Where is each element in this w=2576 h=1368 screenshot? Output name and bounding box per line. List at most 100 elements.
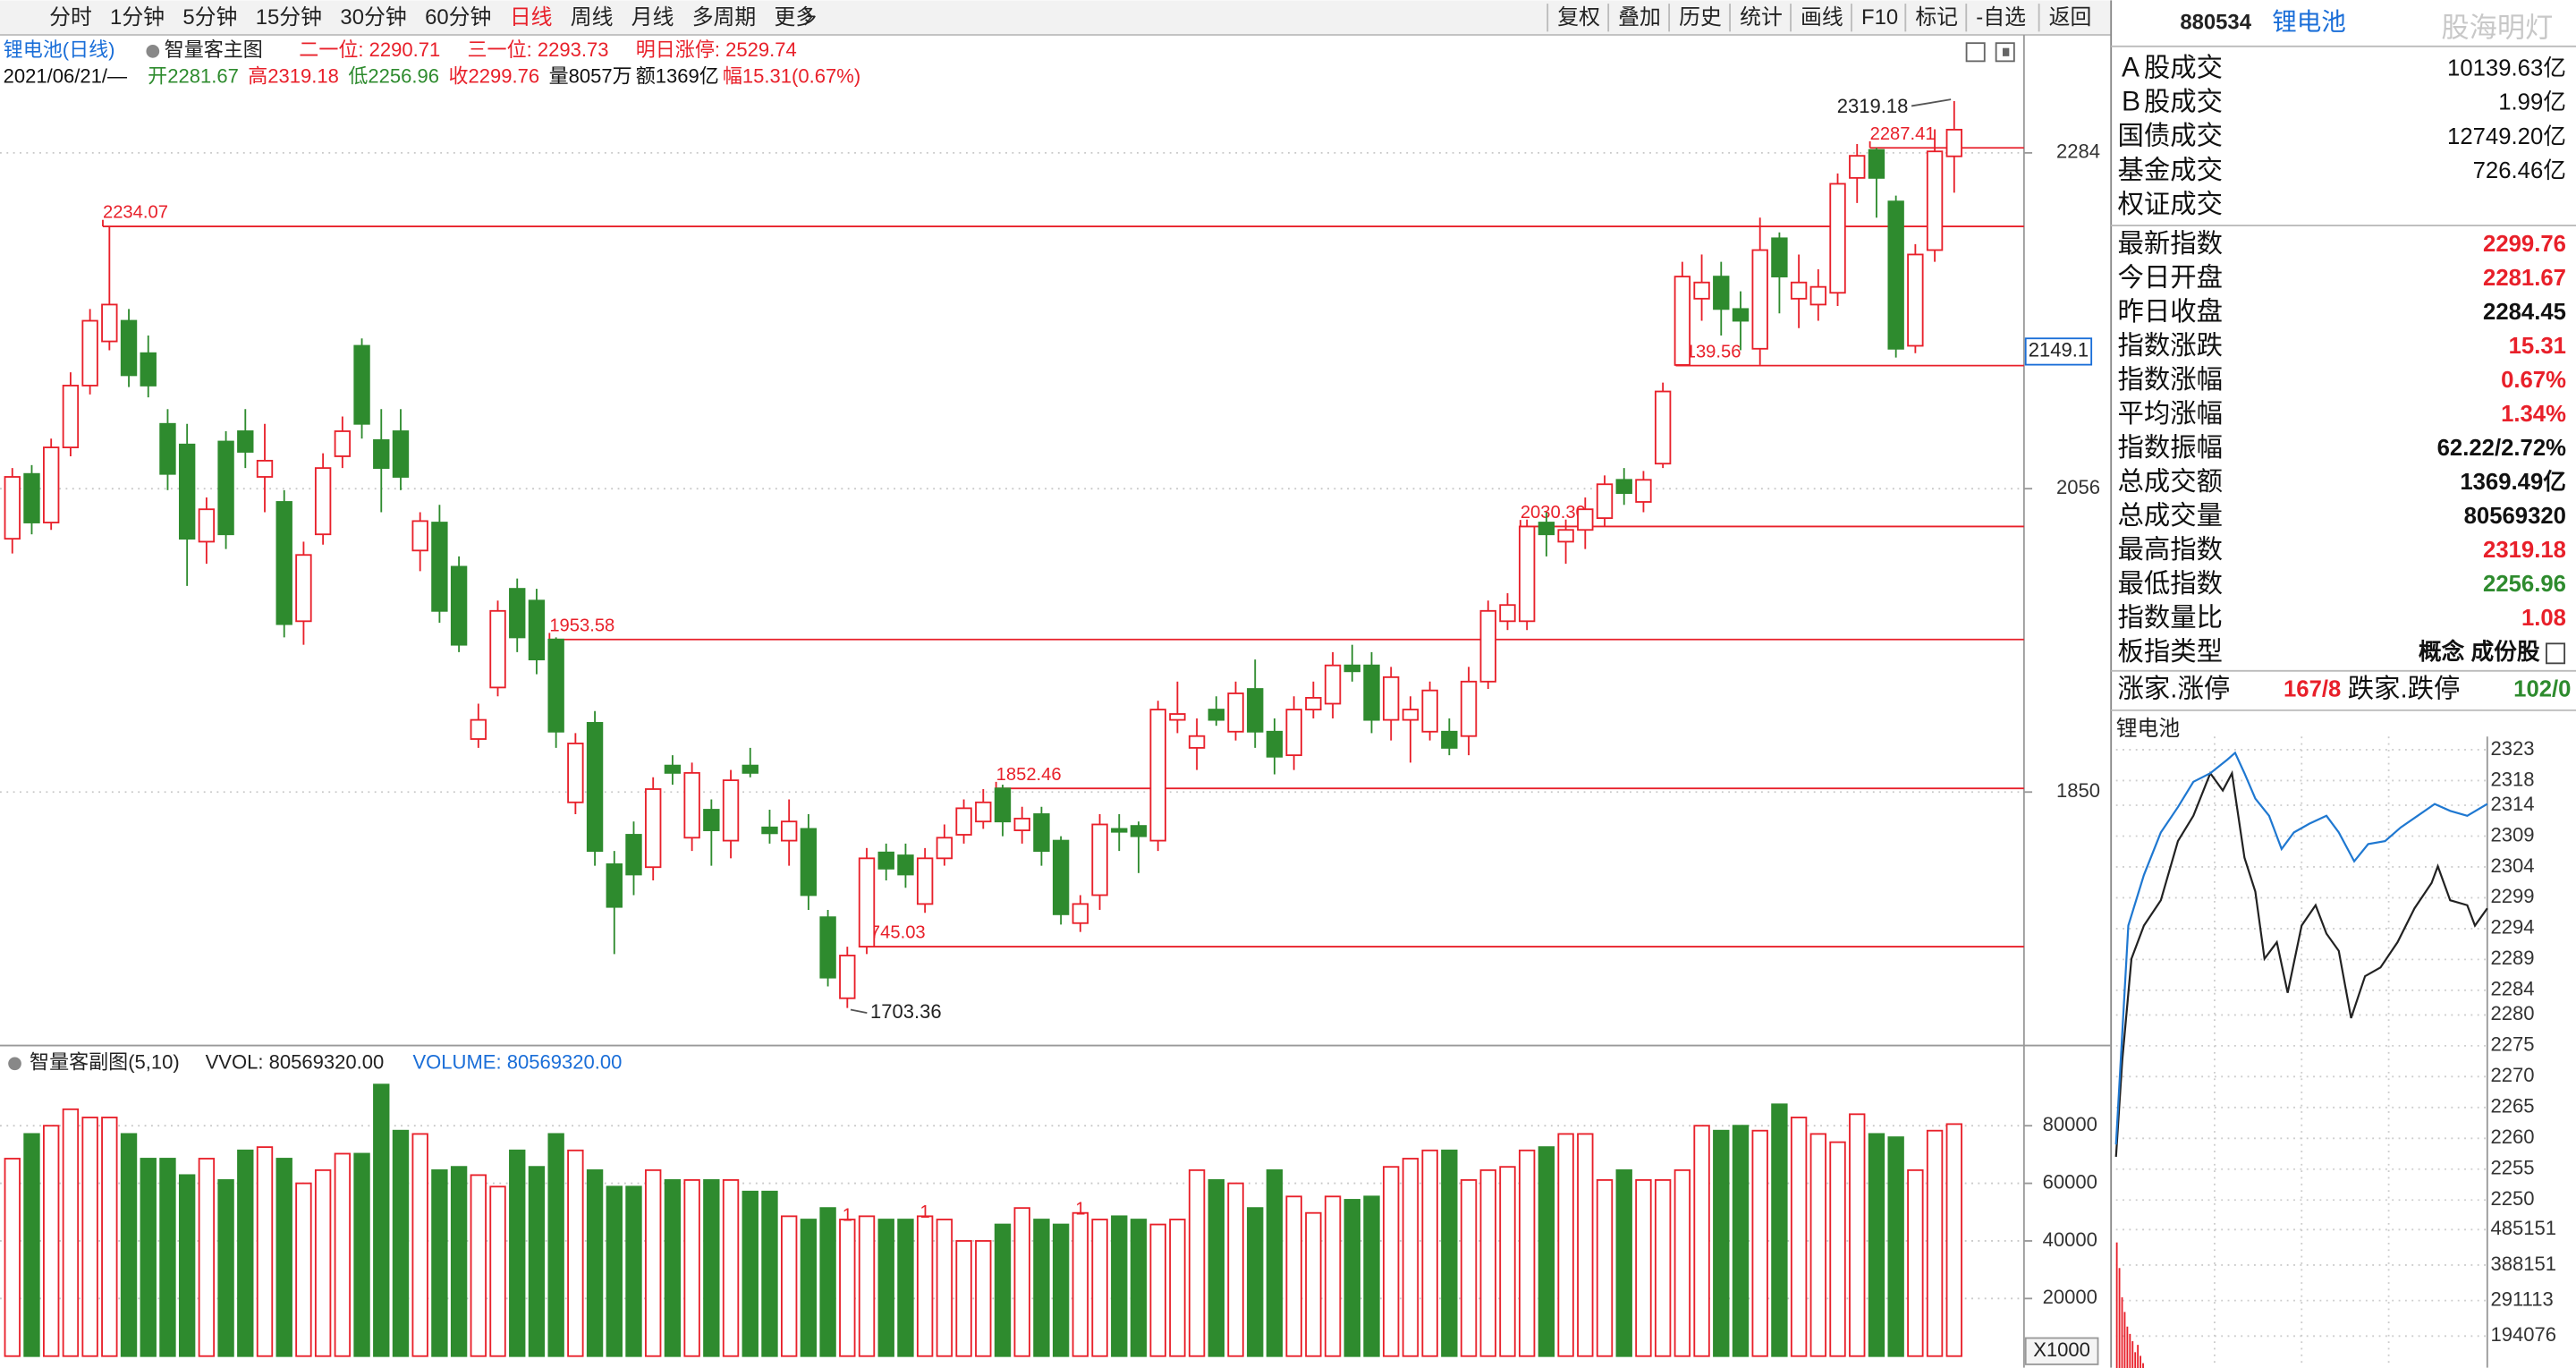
candle-body — [411, 520, 428, 552]
period-tab[interactable]: 30分钟 — [340, 5, 406, 30]
candle-body — [334, 430, 352, 457]
candle-body — [509, 588, 526, 639]
breadth-value: 167/8 — [2284, 677, 2341, 702]
volume-bar — [1596, 1178, 1614, 1357]
tool-button[interactable]: 返回 — [2049, 5, 2092, 30]
volume-bar — [1383, 1166, 1400, 1357]
candle-body — [1091, 823, 1108, 896]
y-tick-label: 2056 — [2056, 476, 2100, 498]
volume-bar — [975, 1240, 992, 1357]
quote-label: 指数涨跌 — [2118, 331, 2224, 361]
chart-title: 锂电池 — [2116, 717, 2181, 741]
intraday-line — [2114, 769, 2488, 1158]
tool-button[interactable]: 画线 — [1801, 5, 1843, 30]
volume-bar — [1868, 1133, 1885, 1357]
volume-marker: 1 — [843, 1206, 852, 1226]
breadth-label: 跌家.跌停 — [2348, 675, 2461, 704]
intraday-line — [2114, 751, 2488, 1145]
volume-bar — [1557, 1133, 1574, 1357]
candle-body — [1460, 680, 1478, 737]
intraday-volume — [2129, 1333, 2131, 1368]
intraday-volume — [2121, 1297, 2123, 1368]
intraday-volume — [2140, 1355, 2141, 1368]
dropdown-icon[interactable] — [146, 45, 160, 58]
indicator: 三一位: 2293.73 — [468, 38, 609, 61]
candle-body — [819, 916, 836, 979]
y-tick-label: 2250 — [2490, 1187, 2534, 1210]
volume-bar — [1907, 1168, 1924, 1357]
y-tick-label: 2309 — [2490, 823, 2534, 845]
y-tick-label: 2280 — [2490, 1002, 2534, 1024]
candle-body — [664, 764, 682, 774]
quote-label: 基金成交 — [2118, 156, 2224, 185]
candle-body — [120, 319, 138, 377]
volume-bar — [936, 1219, 953, 1357]
quote-value: 2319.18 — [2483, 538, 2566, 563]
candle-body — [703, 809, 720, 831]
y-tick-label: 2304 — [2490, 854, 2534, 877]
extreme-label: 1703.36 — [870, 1000, 942, 1023]
candle-body — [1790, 281, 1808, 300]
quote-value: 2256.96 — [2483, 572, 2566, 597]
icon[interactable] — [1995, 42, 2015, 63]
y-tick-label: 1850 — [2056, 779, 2100, 802]
volume-bar — [411, 1133, 428, 1357]
tool-button[interactable]: 标记 — [1915, 5, 1958, 30]
y-tick-label: 388151 — [2490, 1253, 2556, 1275]
quote-value: 10139.63亿 — [2447, 55, 2566, 81]
candle-body — [1383, 676, 1400, 721]
intraday-volume — [2115, 1242, 2118, 1368]
volume-bar — [1421, 1149, 1438, 1357]
candle-body — [392, 430, 410, 478]
tool-button[interactable]: F10 — [1861, 5, 1898, 30]
tool-button[interactable]: 叠加 — [1618, 5, 1661, 30]
volume-marker: 1 — [920, 1202, 930, 1222]
period-tab[interactable]: 15分钟 — [256, 5, 322, 30]
dropdown-icon[interactable] — [8, 1057, 21, 1071]
candle-body — [897, 854, 914, 876]
tool-button[interactable]: 复权 — [1557, 5, 1600, 30]
y-tick-label: 20000 — [2043, 1286, 2097, 1308]
candle-body — [101, 303, 118, 343]
quote-label: 平均涨幅 — [2118, 399, 2224, 429]
icon[interactable] — [1965, 42, 1986, 63]
tool-button[interactable]: -自选 — [1976, 5, 2026, 30]
volume-bar — [1751, 1129, 1768, 1357]
volume-bar — [1072, 1211, 1089, 1357]
candle-body — [741, 764, 758, 774]
y-tick-label: 2323 — [2490, 737, 2534, 760]
volume-bar — [877, 1219, 894, 1357]
candle-body — [450, 565, 468, 646]
period-tab[interactable]: 5分钟 — [182, 5, 237, 30]
tool-button[interactable]: 统计 — [1740, 5, 1783, 30]
candle-body — [470, 718, 487, 740]
indicator: 明日涨停: 2529.74 — [636, 38, 797, 61]
period-tab[interactable]: 更多 — [775, 5, 818, 30]
period-tab[interactable]: 日线 — [510, 5, 553, 30]
period-tab[interactable]: 周线 — [571, 5, 614, 30]
quote-value: 2284.45 — [2483, 300, 2566, 325]
y-tick-label: 2294 — [2490, 916, 2534, 939]
quote-label: 指数振幅 — [2118, 433, 2224, 463]
tool-button[interactable]: 历史 — [1679, 5, 1722, 30]
volume-bar — [1829, 1141, 1846, 1357]
candle-body — [1887, 200, 1904, 350]
candle-body — [1693, 281, 1710, 300]
volume-bar — [916, 1215, 934, 1357]
volume-bar — [1713, 1129, 1730, 1357]
period-tab[interactable]: 分时 — [49, 5, 92, 30]
period-tab[interactable]: 多周期 — [692, 5, 757, 30]
period-tab[interactable]: 60分钟 — [425, 5, 491, 30]
candle-body — [1208, 709, 1224, 721]
bar-info: 收2299.76 — [449, 65, 540, 88]
volume-bar — [761, 1190, 778, 1357]
candle-body — [722, 779, 740, 842]
period-tab[interactable]: 1分钟 — [110, 5, 165, 30]
candle-body — [1713, 276, 1730, 310]
volume-bar — [1363, 1195, 1380, 1357]
period-tab[interactable]: 月线 — [631, 5, 674, 30]
y-tick-label: 2289 — [2490, 947, 2534, 969]
candle-body — [198, 508, 216, 543]
candle-body — [1674, 276, 1691, 366]
